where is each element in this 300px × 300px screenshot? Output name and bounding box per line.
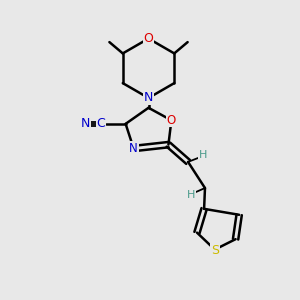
Text: C: C (97, 117, 105, 130)
Text: H: H (187, 190, 195, 200)
Text: O: O (144, 32, 154, 45)
Text: N: N (129, 142, 138, 155)
Text: N: N (80, 117, 90, 130)
Text: H: H (199, 150, 207, 161)
Text: S: S (211, 244, 219, 257)
Text: O: O (167, 114, 176, 127)
Text: N: N (144, 92, 153, 104)
